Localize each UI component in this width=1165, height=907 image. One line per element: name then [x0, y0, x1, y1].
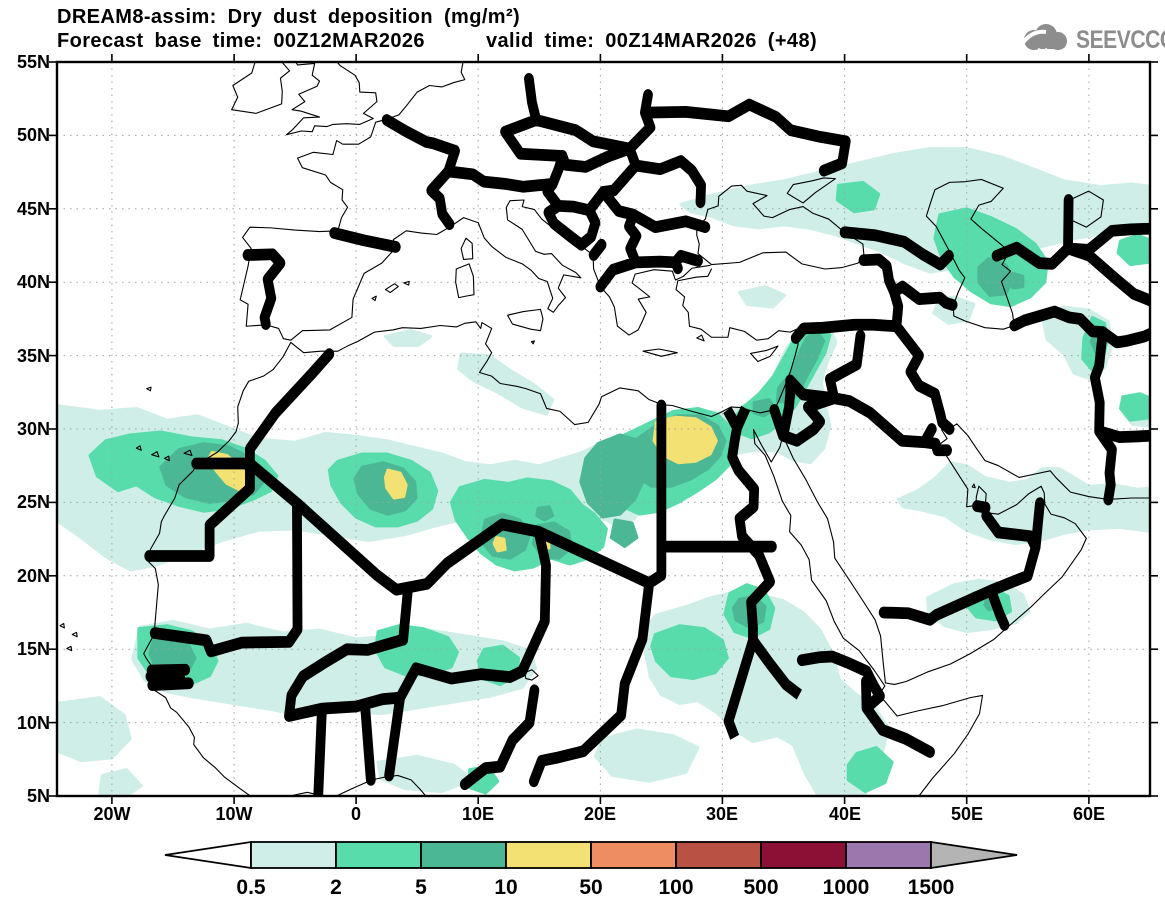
- lon-tick-label: 60E: [1073, 804, 1105, 824]
- coastlines: [60, 58, 1152, 816]
- lat-tick-label: 5N: [27, 786, 50, 806]
- colorbar-label: 10: [494, 876, 517, 899]
- colorbar-cell: [675, 841, 762, 869]
- colorbar-label: 1000: [823, 876, 870, 899]
- lon-tick-label: 40E: [829, 804, 861, 824]
- colorbar-label: 50: [579, 876, 602, 899]
- lat-tick-label: 10N: [17, 713, 50, 733]
- lon-tick-label: 30E: [706, 804, 738, 824]
- colorbar-under-arrow: [164, 840, 252, 870]
- page-title: DREAM8-assim: Dry dust deposition (mg/m²…: [57, 6, 521, 28]
- country-borders: [144, 73, 1150, 796]
- valid-time: valid time: 00Z14MAR2026 (+48): [486, 30, 818, 52]
- colorbar-cell: [335, 841, 422, 869]
- cloud-icon: [1020, 24, 1067, 57]
- colorbar-cell: [250, 841, 337, 869]
- colorbar-cell: [845, 841, 932, 869]
- lat-tick-label: 50N: [17, 125, 50, 145]
- lat-tick-label: 40N: [17, 272, 50, 292]
- colorbar-cell: [590, 841, 677, 869]
- lat-axis: 55N 50N 45N 40N 35N 30N 25N 20N 15N 10N …: [17, 52, 50, 806]
- lon-axis: 20W 10W 0 10E 20E 30E 40E 50E 60E: [93, 804, 1105, 824]
- lon-tick-label: 20W: [93, 804, 130, 824]
- colorbar-label: 100: [658, 876, 693, 899]
- lat-tick-label: 30N: [17, 419, 50, 439]
- colorbar-cell: [505, 841, 592, 869]
- colorbar-cell: [760, 841, 847, 869]
- lat-tick-label: 20N: [17, 566, 50, 586]
- colorbar-over-arrow: [930, 840, 1018, 870]
- lon-tick-label: 10E: [462, 804, 494, 824]
- lat-tick-label: 25N: [17, 492, 50, 512]
- forecast-base-time: Forecast base time: 00Z12MAR2026: [57, 30, 425, 52]
- lat-tick-label: 55N: [17, 52, 50, 72]
- axis-ticks: [49, 54, 1158, 804]
- lat-tick-label: 35N: [17, 346, 50, 366]
- colorbar-label: 500: [743, 876, 778, 899]
- lon-tick-label: 50E: [951, 804, 983, 824]
- colorbar-label: 1500: [908, 876, 955, 899]
- colorbar: 0.5 2 5 10 50 100 500 1000 1500: [164, 840, 1018, 899]
- lat-tick-label: 45N: [17, 199, 50, 219]
- colorbar-cell: [420, 841, 507, 869]
- lat-tick-label: 15N: [17, 639, 50, 659]
- map-plot: 55N 50N 45N 40N 35N 30N 25N 20N 15N 10N …: [17, 52, 1158, 824]
- seevccc-logo: SEEVCCC: [1012, 22, 1165, 62]
- seevccc-logo-text: SEEVCCC: [1076, 26, 1165, 54]
- lon-tick-label: 20E: [584, 804, 616, 824]
- colorbar-label: 5: [415, 876, 427, 899]
- colorbar-label: 2: [330, 876, 342, 899]
- colorbar-label: 0.5: [236, 876, 266, 899]
- lon-tick-label: 0: [351, 804, 361, 824]
- lon-tick-label: 10W: [215, 804, 252, 824]
